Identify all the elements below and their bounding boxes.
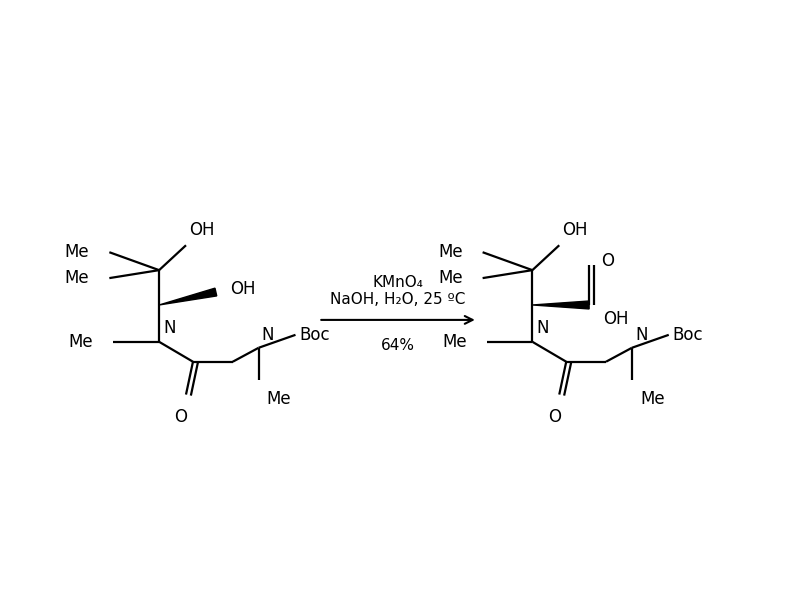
Text: Me: Me	[640, 389, 665, 407]
Text: Me: Me	[442, 333, 466, 351]
Text: Me: Me	[69, 333, 94, 351]
Text: OH: OH	[603, 310, 629, 328]
Text: Me: Me	[266, 389, 291, 407]
Polygon shape	[159, 288, 217, 305]
Text: Boc: Boc	[299, 326, 330, 344]
Text: Me: Me	[438, 243, 462, 261]
Text: NaOH, H₂O, 25 ºC: NaOH, H₂O, 25 ºC	[330, 292, 466, 307]
Text: N: N	[635, 326, 647, 344]
Text: Me: Me	[65, 243, 90, 261]
Text: Me: Me	[438, 269, 462, 287]
Text: O: O	[548, 409, 561, 427]
Text: OH: OH	[189, 221, 214, 239]
Text: N: N	[536, 319, 549, 337]
Text: 64%: 64%	[381, 338, 415, 353]
Text: OH: OH	[230, 280, 255, 298]
Text: O: O	[601, 252, 614, 270]
Text: O: O	[174, 409, 187, 427]
Polygon shape	[532, 301, 589, 309]
Text: N: N	[262, 326, 274, 344]
Text: Boc: Boc	[673, 326, 703, 344]
Text: KMnO₄: KMnO₄	[373, 275, 423, 290]
Text: Me: Me	[65, 269, 90, 287]
Text: OH: OH	[562, 221, 588, 239]
Text: N: N	[163, 319, 176, 337]
